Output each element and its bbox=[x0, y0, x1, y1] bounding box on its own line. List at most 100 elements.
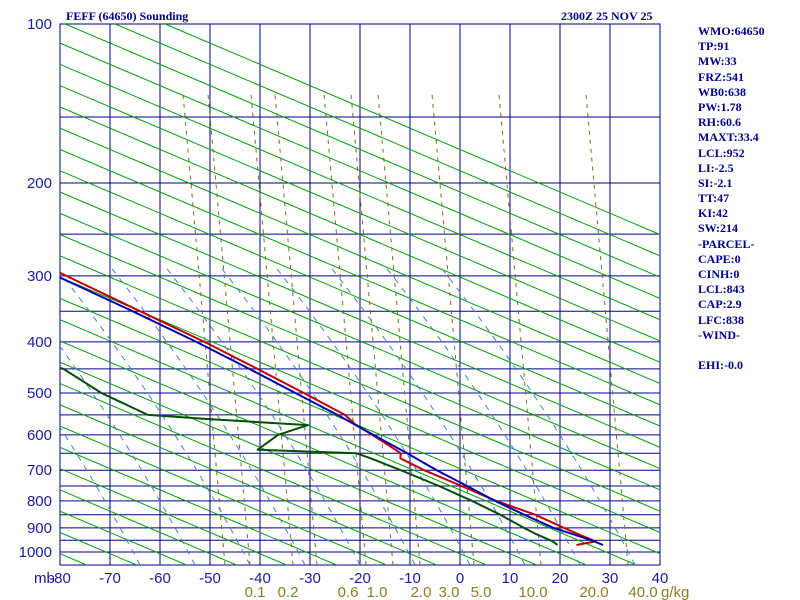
pressure-tick-label: 100 bbox=[27, 16, 52, 33]
temperature-tick-label: 0 bbox=[456, 570, 464, 587]
index-item: KI:42 bbox=[698, 206, 728, 221]
index-item: CAPE:0 bbox=[698, 251, 741, 266]
mixing-ratio-label: 5.0 bbox=[471, 584, 492, 600]
dry-adiabat-line bbox=[60, 127, 660, 385]
dry-adiabat-line bbox=[60, 42, 660, 299]
temperature-tick-label: 30 bbox=[602, 570, 619, 587]
pressure-tick-label: 600 bbox=[27, 427, 52, 444]
mixing-ratio-line bbox=[274, 93, 318, 565]
mixing-ratio-line bbox=[350, 93, 394, 565]
dry-adiabat-line bbox=[60, 234, 660, 491]
temperature-tick-label: 10 bbox=[502, 570, 519, 587]
mixing-ratio-label: 10.0 bbox=[518, 584, 547, 600]
pressure-unit-label: mb bbox=[34, 570, 55, 587]
mixing-ratio-line bbox=[498, 93, 542, 565]
index-item: MAXT:33.4 bbox=[698, 130, 759, 145]
temperature-tick-label: 20 bbox=[552, 570, 569, 587]
index-item: PW:1.78 bbox=[698, 99, 742, 114]
moist-adiabat-line bbox=[108, 264, 306, 565]
index-item: -WIND- bbox=[698, 327, 740, 342]
dry-adiabat-line bbox=[60, 170, 660, 427]
dry-adiabat-line bbox=[60, 106, 660, 363]
dry-adiabat-line bbox=[60, 255, 660, 512]
dry-adiabat-line bbox=[0, 24, 10, 575]
dry-adiabat-line bbox=[60, 425, 388, 565]
index-item: MW:33 bbox=[698, 54, 737, 69]
dry-adiabat-line bbox=[60, 191, 660, 448]
moist-adiabat-line bbox=[60, 345, 196, 565]
mixing-ratio-label: 3.0 bbox=[439, 584, 460, 600]
observation-time: 2300Z 25 NOV 25 bbox=[561, 9, 652, 23]
pressure-tick-label: 900 bbox=[27, 520, 52, 537]
index-item: LCL:843 bbox=[698, 282, 745, 297]
mixing-ratio-unit: g/kg bbox=[661, 584, 689, 600]
mixing-ratio-label: 0.6 bbox=[338, 584, 359, 600]
moist-adiabat-line bbox=[383, 264, 581, 565]
dry-adiabat-line bbox=[60, 404, 438, 565]
dry-adiabat-line bbox=[64, 24, 660, 278]
station-title: FEFF (64650) Sounding bbox=[66, 9, 188, 23]
moist-adiabat-line bbox=[438, 264, 636, 565]
mixing-ratio-line bbox=[323, 93, 367, 565]
index-item: WMO:64650 bbox=[698, 24, 765, 38]
index-item: CAP:2.9 bbox=[698, 297, 742, 312]
pressure-tick-label: 800 bbox=[27, 493, 52, 510]
index-item: FRZ:541 bbox=[698, 69, 744, 84]
mixing-ratio-line bbox=[377, 93, 421, 565]
index-panel: WMO:64650 TP:91 MW:33 FRZ:541 WB0:638 PW:1.78… bbox=[698, 24, 765, 373]
temperature-tick-label: 40 bbox=[652, 570, 669, 587]
index-item: EHI:-0.0 bbox=[698, 358, 743, 373]
dry-adiabat-line bbox=[60, 340, 588, 565]
dry-adiabat-line bbox=[60, 319, 638, 565]
mixing-ratio-line bbox=[182, 93, 226, 565]
index-item: TP:91 bbox=[698, 39, 730, 54]
dry-adiabat-line bbox=[60, 276, 660, 533]
dewpoint-profile bbox=[60, 366, 559, 546]
moist-adiabat-line bbox=[328, 264, 526, 565]
index-item: CINH:0 bbox=[698, 267, 740, 281]
moist-adiabat-line bbox=[218, 264, 416, 565]
pressure-tick-label: 400 bbox=[27, 334, 52, 351]
temperature-tick-label: -70 bbox=[99, 570, 121, 587]
index-item bbox=[698, 343, 765, 358]
index-item: SW:214 bbox=[698, 221, 739, 236]
index-item: TT:47 bbox=[698, 191, 730, 206]
mixing-ratio-label: 40.0 bbox=[628, 584, 657, 600]
dry-adiabat-line bbox=[60, 553, 88, 565]
dry-adiabat-line bbox=[114, 24, 660, 257]
dry-adiabat-line bbox=[60, 212, 660, 470]
pressure-tick-label: 500 bbox=[27, 385, 52, 402]
mixing-ratio-line bbox=[250, 93, 294, 565]
dry-adiabat-line bbox=[60, 446, 338, 565]
dry-adiabat-line bbox=[164, 24, 660, 236]
pressure-tick-label: 200 bbox=[27, 175, 52, 192]
mixing-ratio-line bbox=[431, 93, 475, 565]
mixing-ratio-line bbox=[207, 93, 251, 565]
index-item: RH:60.6 bbox=[698, 115, 741, 130]
index-item: LI:-2.5 bbox=[698, 160, 734, 175]
dry-adiabat-line bbox=[60, 85, 660, 342]
index-item: SI:-2.1 bbox=[698, 175, 733, 190]
mixing-ratio-line bbox=[585, 93, 629, 565]
index-item: LCL:952 bbox=[698, 145, 745, 160]
temperature-tick-label: -50 bbox=[199, 570, 221, 587]
temperature-tick-label: -10 bbox=[399, 570, 421, 587]
index-item: LFC:838 bbox=[698, 312, 744, 327]
temperature-tick-label: -80 bbox=[49, 570, 71, 587]
grid-layer bbox=[59, 23, 661, 566]
temperature-tick-label: -60 bbox=[149, 570, 171, 587]
adiabat-layer bbox=[0, 24, 660, 575]
index-item: -PARCEL- bbox=[698, 236, 755, 251]
mixing-ratio-label: 1.0 bbox=[367, 584, 388, 600]
index-item: WB0:638 bbox=[698, 84, 746, 99]
series-layer bbox=[60, 271, 604, 546]
dry-adiabat-line bbox=[60, 63, 660, 321]
temperature-tick-label: -40 bbox=[249, 570, 271, 587]
dry-adiabat-line bbox=[60, 148, 660, 406]
moist-adiabat-line bbox=[163, 264, 361, 565]
dry-adiabat-line bbox=[60, 297, 660, 555]
temperature-tick-label: -30 bbox=[299, 570, 321, 587]
mixing-ratio-label: 0.2 bbox=[278, 584, 299, 600]
